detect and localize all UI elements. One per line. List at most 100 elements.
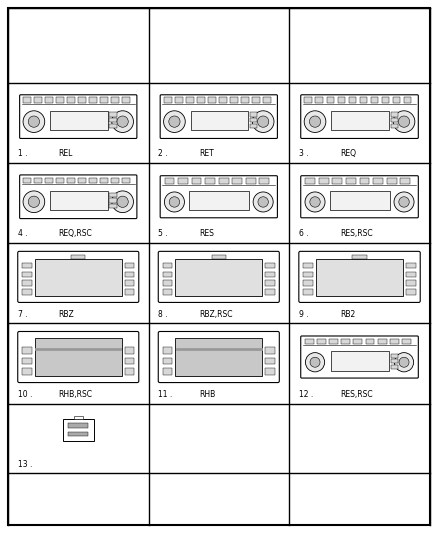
FancyBboxPatch shape bbox=[158, 332, 279, 383]
Bar bbox=[111, 98, 119, 103]
Bar bbox=[265, 347, 275, 354]
Text: 12 .: 12 . bbox=[299, 390, 313, 399]
Bar bbox=[349, 98, 357, 103]
Text: 4 .: 4 . bbox=[18, 229, 28, 238]
Text: 13 .: 13 . bbox=[18, 460, 32, 469]
Bar bbox=[78, 98, 86, 103]
Bar bbox=[381, 98, 389, 103]
Bar bbox=[50, 111, 108, 130]
Bar bbox=[391, 124, 398, 128]
Bar bbox=[326, 98, 335, 103]
Circle shape bbox=[28, 116, 39, 127]
Circle shape bbox=[399, 197, 409, 207]
Text: RES,RSC: RES,RSC bbox=[340, 390, 372, 399]
Bar bbox=[163, 272, 172, 277]
Bar bbox=[341, 338, 350, 344]
Bar bbox=[71, 255, 85, 259]
Circle shape bbox=[394, 192, 414, 212]
Bar bbox=[125, 263, 134, 269]
Text: REQ: REQ bbox=[340, 149, 356, 158]
Bar bbox=[164, 98, 172, 103]
Circle shape bbox=[304, 111, 326, 133]
Bar bbox=[23, 177, 31, 183]
Bar bbox=[125, 272, 134, 277]
Circle shape bbox=[399, 357, 409, 367]
Text: 3 .: 3 . bbox=[299, 149, 308, 158]
Circle shape bbox=[163, 111, 185, 133]
Bar bbox=[22, 272, 32, 277]
Circle shape bbox=[305, 353, 325, 372]
Bar bbox=[35, 338, 122, 376]
Bar bbox=[303, 263, 313, 269]
Bar bbox=[303, 272, 313, 277]
Bar bbox=[400, 179, 410, 183]
Circle shape bbox=[393, 111, 415, 133]
Text: REL: REL bbox=[59, 149, 73, 158]
Bar bbox=[319, 179, 328, 183]
Bar bbox=[265, 263, 275, 269]
Circle shape bbox=[28, 196, 39, 207]
Text: 11 .: 11 . bbox=[159, 390, 173, 399]
Bar bbox=[125, 289, 134, 295]
Circle shape bbox=[169, 116, 180, 127]
Bar bbox=[165, 179, 174, 183]
Bar bbox=[402, 338, 411, 344]
Bar bbox=[110, 112, 117, 117]
Circle shape bbox=[164, 192, 184, 212]
Bar bbox=[315, 98, 323, 103]
Circle shape bbox=[310, 197, 320, 207]
Bar bbox=[22, 368, 32, 375]
Bar bbox=[391, 112, 398, 117]
Bar bbox=[305, 338, 314, 344]
Bar bbox=[406, 263, 416, 269]
Bar bbox=[263, 98, 271, 103]
Circle shape bbox=[258, 197, 268, 207]
Circle shape bbox=[117, 196, 128, 207]
Bar bbox=[67, 98, 75, 103]
Bar bbox=[22, 263, 32, 269]
Text: 5 .: 5 . bbox=[159, 229, 168, 238]
FancyBboxPatch shape bbox=[301, 95, 418, 139]
Circle shape bbox=[23, 191, 45, 213]
Circle shape bbox=[399, 116, 410, 127]
Bar bbox=[390, 338, 399, 344]
FancyBboxPatch shape bbox=[18, 332, 139, 383]
Bar bbox=[360, 98, 367, 103]
Bar bbox=[68, 432, 88, 437]
Bar bbox=[110, 192, 117, 197]
Bar bbox=[122, 177, 130, 183]
Bar bbox=[122, 98, 130, 103]
Bar bbox=[208, 98, 216, 103]
Bar bbox=[78, 177, 86, 183]
Bar bbox=[331, 111, 389, 130]
Bar bbox=[192, 179, 201, 183]
Bar bbox=[219, 98, 227, 103]
Bar bbox=[391, 359, 398, 364]
Bar bbox=[23, 98, 31, 103]
Bar bbox=[406, 280, 416, 286]
Bar bbox=[22, 347, 32, 354]
Bar bbox=[35, 259, 122, 296]
Bar bbox=[125, 347, 134, 354]
Bar bbox=[353, 255, 367, 259]
Bar bbox=[403, 98, 411, 103]
Bar bbox=[246, 179, 256, 183]
Bar bbox=[303, 289, 313, 295]
Bar bbox=[316, 259, 403, 296]
Text: 9 .: 9 . bbox=[299, 310, 308, 319]
Bar bbox=[175, 338, 262, 376]
Bar bbox=[34, 98, 42, 103]
Circle shape bbox=[253, 192, 273, 212]
Bar bbox=[252, 98, 260, 103]
Bar bbox=[338, 98, 346, 103]
Text: RB2: RB2 bbox=[340, 310, 355, 319]
Bar bbox=[392, 98, 400, 103]
Bar bbox=[219, 179, 229, 183]
Bar bbox=[100, 177, 108, 183]
Bar bbox=[57, 177, 64, 183]
Bar bbox=[100, 98, 108, 103]
Bar bbox=[232, 179, 242, 183]
Bar bbox=[205, 179, 215, 183]
FancyBboxPatch shape bbox=[158, 252, 279, 302]
Bar bbox=[391, 354, 398, 358]
